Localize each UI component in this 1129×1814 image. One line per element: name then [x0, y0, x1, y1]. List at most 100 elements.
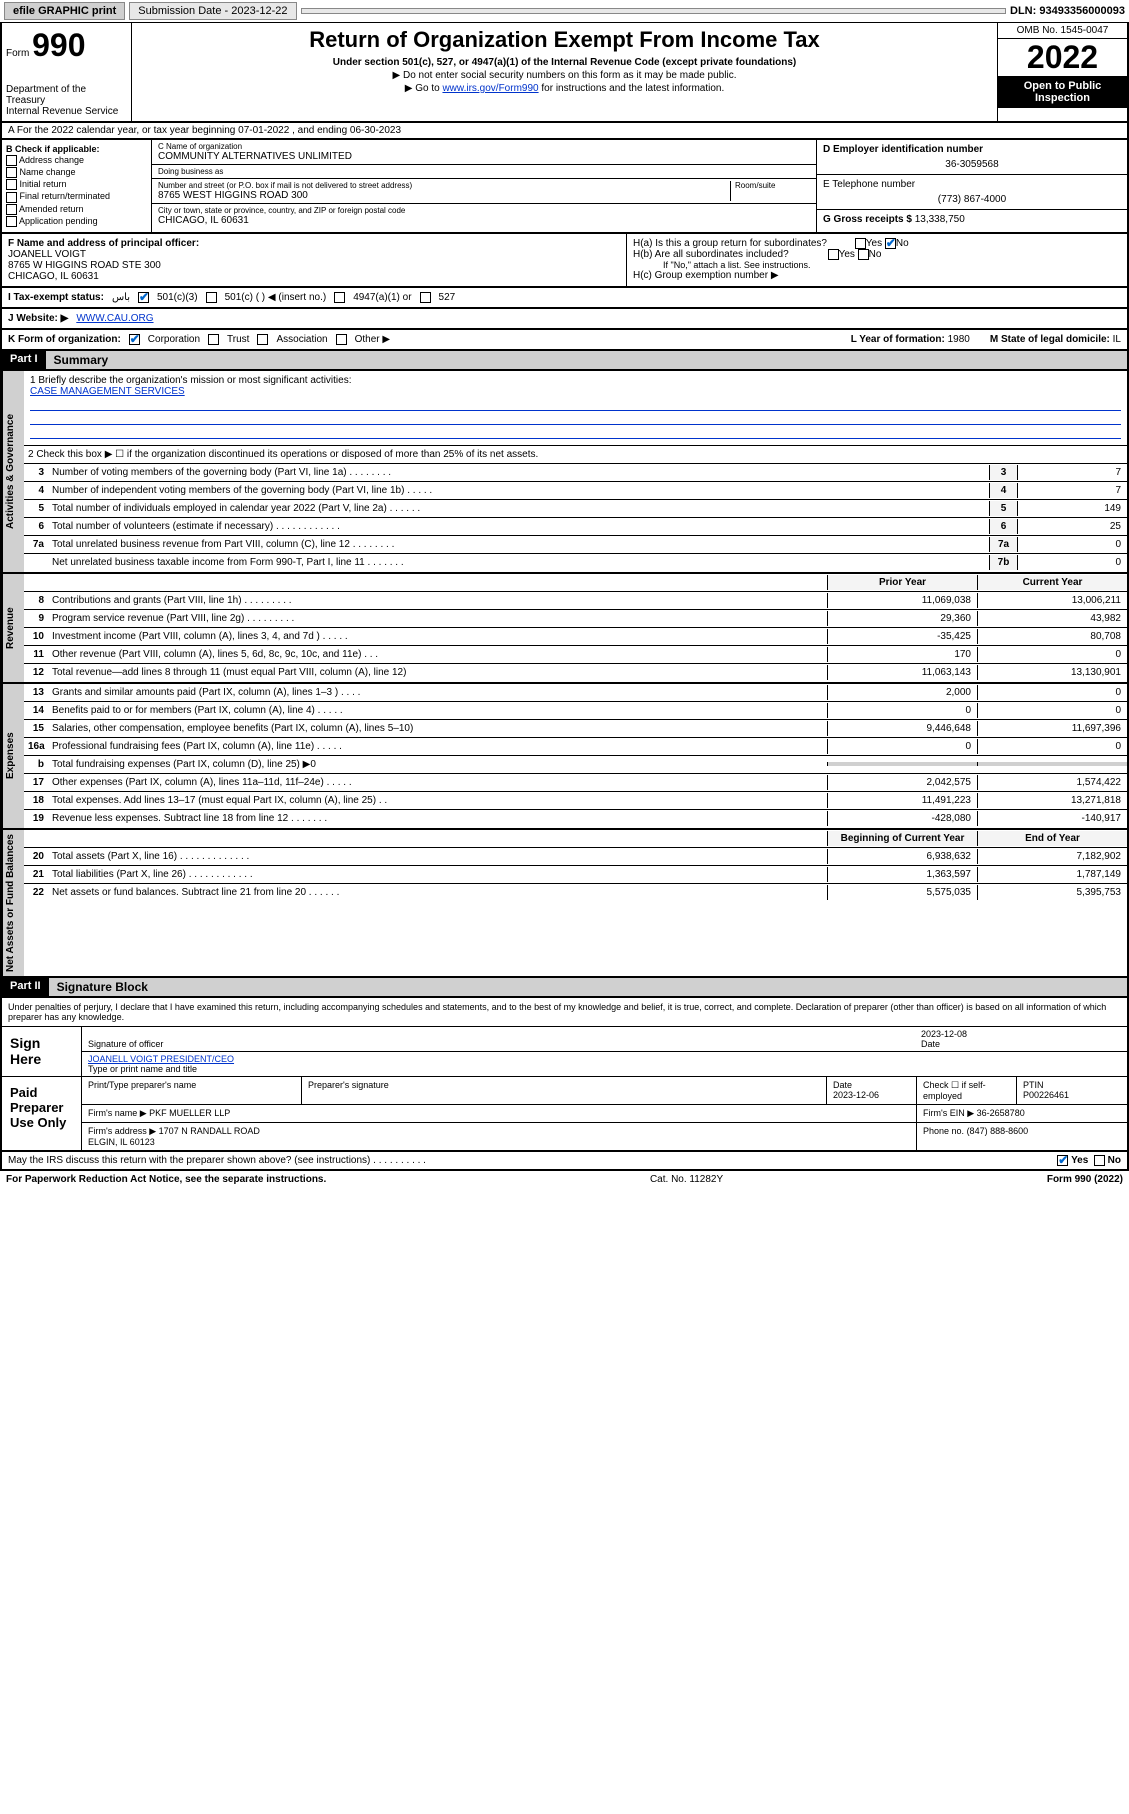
paid-preparer-label: Paid Preparer Use Only — [2, 1077, 82, 1150]
summary-line: 12Total revenue—add lines 8 through 11 (… — [24, 664, 1127, 682]
col-b: B Check if applicable: Address change Na… — [2, 140, 152, 232]
expenses-block: Expenses 13Grants and similar amounts pa… — [0, 684, 1129, 830]
summary-line: 3Number of voting members of the governi… — [24, 464, 1127, 482]
ha-no[interactable] — [885, 238, 896, 249]
col-b-label: B Check if applicable: — [6, 144, 147, 154]
summary-line: 13Grants and similar amounts paid (Part … — [24, 684, 1127, 702]
officer-name[interactable]: JOANELL VOIGT PRESIDENT/CEO — [88, 1054, 234, 1064]
form-ref: Form 990 (2022) — [1047, 1174, 1123, 1185]
summary-line: 5Total number of individuals employed in… — [24, 500, 1127, 518]
part2-title: Signature Block — [49, 978, 1127, 996]
chk-pending[interactable]: Application pending — [6, 216, 147, 227]
gross-label: G Gross receipts $ — [823, 214, 912, 225]
summary-line: 20Total assets (Part X, line 16) . . . .… — [24, 848, 1127, 866]
hb-no[interactable] — [858, 249, 869, 260]
summary-line: 18Total expenses. Add lines 13–17 (must … — [24, 792, 1127, 810]
header-right: OMB No. 1545-0047 2022 Open to Public In… — [997, 23, 1127, 121]
chk-name[interactable]: Name change — [6, 167, 147, 178]
prior-current-header: Prior Year Current Year — [24, 574, 1127, 592]
chk-other[interactable] — [336, 334, 347, 345]
chk-501c3[interactable] — [138, 292, 149, 303]
summary-line: 10Investment income (Part VIII, column (… — [24, 628, 1127, 646]
cat-no: Cat. No. 11282Y — [650, 1174, 723, 1185]
tel-value: (773) 867-4000 — [823, 194, 1121, 205]
sign-here-label: Sign Here — [2, 1027, 82, 1076]
hb-yes[interactable] — [828, 249, 839, 260]
beg-end-header: Beginning of Current Year End of Year — [24, 830, 1127, 848]
row-klm: K Form of organization: Corporation Trus… — [0, 330, 1129, 351]
website-link[interactable]: WWW.CAU.ORG — [76, 313, 153, 324]
chk-assoc[interactable] — [257, 334, 268, 345]
sig-declaration: Under penalties of perjury, I declare th… — [2, 998, 1127, 1027]
prep-selfemp: Check ☐ if self-employed — [917, 1077, 1017, 1104]
efile-button[interactable]: efile GRAPHIC print — [4, 2, 125, 20]
note-link: ▶ Go to www.irs.gov/Form990 for instruct… — [140, 83, 989, 94]
summary-line: 22Net assets or fund balances. Subtract … — [24, 884, 1127, 902]
summary-line: 21Total liabilities (Part X, line 26) . … — [24, 866, 1127, 884]
chk-501c[interactable] — [206, 292, 217, 303]
discuss-row: May the IRS discuss this return with the… — [0, 1152, 1129, 1171]
row-i: I Tax-exempt status: باس 501(c)(3) 501(c… — [0, 288, 1129, 309]
form-title: Return of Organization Exempt From Incom… — [140, 27, 989, 53]
chk-address[interactable]: Address change — [6, 155, 147, 166]
irs-label: Internal Revenue Service — [6, 106, 127, 117]
row-j: J Website: ▶ WWW.CAU.ORG — [0, 309, 1129, 330]
part2-header: Part II Signature Block — [0, 978, 1129, 998]
vtab-expenses: Expenses — [2, 684, 24, 828]
netassets-block: Net Assets or Fund Balances Beginning of… — [0, 830, 1129, 978]
summary-line: 14Benefits paid to or for members (Part … — [24, 702, 1127, 720]
dln-label: DLN: 93493356000093 — [1010, 5, 1125, 17]
chk-final[interactable]: Final return/terminated — [6, 191, 147, 202]
chk-4947[interactable] — [334, 292, 345, 303]
chk-amended[interactable]: Amended return — [6, 204, 147, 215]
summary-line: 7aTotal unrelated business revenue from … — [24, 536, 1127, 554]
discuss-no[interactable] — [1094, 1155, 1105, 1166]
summary-line: 15Salaries, other compensation, employee… — [24, 720, 1127, 738]
addr-value: 8765 WEST HIGGINS ROAD 300 — [158, 190, 730, 201]
chk-corp[interactable] — [129, 334, 140, 345]
summary-line: 4Number of independent voting members of… — [24, 482, 1127, 500]
principal-officer: F Name and address of principal officer:… — [2, 234, 627, 286]
discuss-yes[interactable] — [1057, 1155, 1068, 1166]
irs-link[interactable]: www.irs.gov/Form990 — [442, 83, 538, 94]
open-public: Open to Public Inspection — [998, 76, 1127, 108]
form-header: Form 990 Department of the Treasury Inte… — [0, 23, 1129, 123]
prep-name-hdr: Print/Type preparer's name — [82, 1077, 302, 1104]
org-name: COMMUNITY ALTERNATIVES UNLIMITED — [158, 151, 810, 162]
part1-label: Part I — [2, 351, 46, 369]
chk-527[interactable] — [420, 292, 431, 303]
part2-label: Part II — [2, 978, 49, 996]
summary-line: 17Other expenses (Part IX, column (A), l… — [24, 774, 1127, 792]
addr-label: Number and street (or P.O. box if mail i… — [158, 181, 730, 190]
part1-title: Summary — [46, 351, 1127, 369]
entity-grid: B Check if applicable: Address change Na… — [0, 140, 1129, 234]
line-2: 2 Check this box ▶ ☐ if the organization… — [24, 446, 1127, 464]
chk-trust[interactable] — [208, 334, 219, 345]
prep-sig-hdr: Preparer's signature — [302, 1077, 827, 1104]
top-bar: efile GRAPHIC print Submission Date - 20… — [0, 0, 1129, 23]
header-mid: Return of Organization Exempt From Incom… — [132, 23, 997, 121]
governance-block: Activities & Governance 1 Briefly descri… — [0, 371, 1129, 574]
header-left: Form 990 Department of the Treasury Inte… — [2, 23, 132, 121]
gross-value: 13,338,750 — [915, 214, 965, 225]
pra-notice: For Paperwork Reduction Act Notice, see … — [6, 1174, 326, 1185]
tel-label: E Telephone number — [823, 179, 1121, 190]
ha-yes[interactable] — [855, 238, 866, 249]
chk-initial[interactable]: Initial return — [6, 179, 147, 190]
summary-line: Net unrelated business taxable income fr… — [24, 554, 1127, 572]
footer: For Paperwork Reduction Act Notice, see … — [0, 1171, 1129, 1188]
revenue-block: Revenue Prior Year Current Year 8Contrib… — [0, 574, 1129, 684]
mission-block: 1 Briefly describe the organization's mi… — [24, 371, 1127, 446]
summary-line: 9Program service revenue (Part VIII, lin… — [24, 610, 1127, 628]
line-a: A For the 2022 calendar year, or tax yea… — [0, 123, 1129, 140]
city-value: CHICAGO, IL 60631 — [158, 215, 810, 226]
vtab-governance: Activities & Governance — [2, 371, 24, 572]
vtab-revenue: Revenue — [2, 574, 24, 682]
form-prefix: Form — [6, 48, 29, 59]
dept-label: Department of the Treasury — [6, 84, 127, 106]
summary-line: 8Contributions and grants (Part VIII, li… — [24, 592, 1127, 610]
summary-line: 16aProfessional fundraising fees (Part I… — [24, 738, 1127, 756]
mission-text[interactable]: CASE MANAGEMENT SERVICES — [30, 386, 185, 397]
col-d: D Employer identification number 36-3059… — [817, 140, 1127, 232]
vtab-netassets: Net Assets or Fund Balances — [2, 830, 24, 976]
